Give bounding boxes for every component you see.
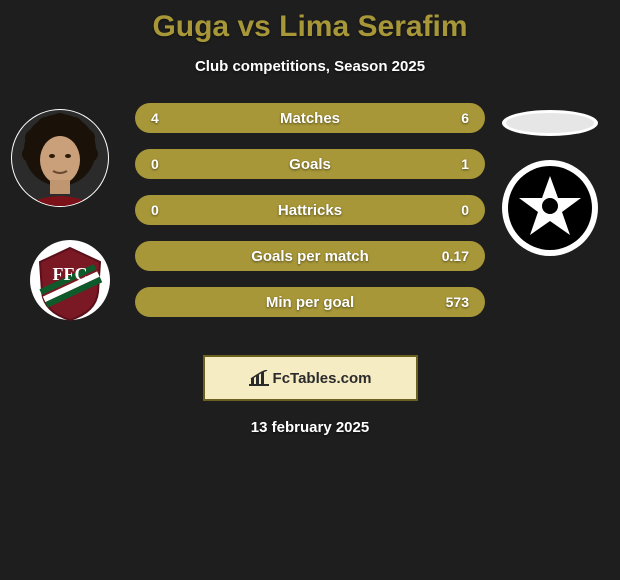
stat-right-value: 573 xyxy=(446,294,469,310)
stat-left-value: 4 xyxy=(151,110,159,126)
stat-left-value: 0 xyxy=(151,156,159,172)
club-right-crest xyxy=(500,158,600,258)
stat-left-value: 0 xyxy=(151,202,159,218)
stat-row-matches: 4 Matches 6 xyxy=(135,103,485,133)
date-label: 13 february 2025 xyxy=(0,419,620,436)
chart-icon xyxy=(249,370,269,386)
stat-label: Hattricks xyxy=(278,202,342,219)
page-title: Guga vs Lima Serafim xyxy=(0,0,620,44)
stat-label: Matches xyxy=(280,110,340,127)
stat-right-value: 0.17 xyxy=(442,248,469,264)
stat-label: Goals xyxy=(289,156,331,173)
stat-row-gpm: Goals per match 0.17 xyxy=(135,241,485,271)
player-right-avatar xyxy=(500,108,600,138)
stat-bars: 4 Matches 6 0 Goals 1 0 Hattricks 0 Goal… xyxy=(135,103,485,333)
subtitle: Club competitions, Season 2025 xyxy=(0,58,620,75)
comparison-area: FFC 4 Matches 6 0 Goals 1 0 Hattricks 0 xyxy=(0,103,620,343)
stat-label: Goals per match xyxy=(251,248,369,265)
svg-text:FFC: FFC xyxy=(53,264,88,284)
stat-label: Min per goal xyxy=(266,294,354,311)
stat-row-hattricks: 0 Hattricks 0 xyxy=(135,195,485,225)
club-left-crest: FFC xyxy=(20,238,120,328)
stat-right-value: 6 xyxy=(461,110,469,126)
fctables-label: FcTables.com xyxy=(273,370,372,387)
stat-right-value: 1 xyxy=(461,156,469,172)
player-left-avatar xyxy=(10,108,110,208)
stat-row-goals: 0 Goals 1 xyxy=(135,149,485,179)
stat-right-value: 0 xyxy=(461,202,469,218)
fctables-badge: FcTables.com xyxy=(203,355,418,401)
stat-row-mpg: Min per goal 573 xyxy=(135,287,485,317)
